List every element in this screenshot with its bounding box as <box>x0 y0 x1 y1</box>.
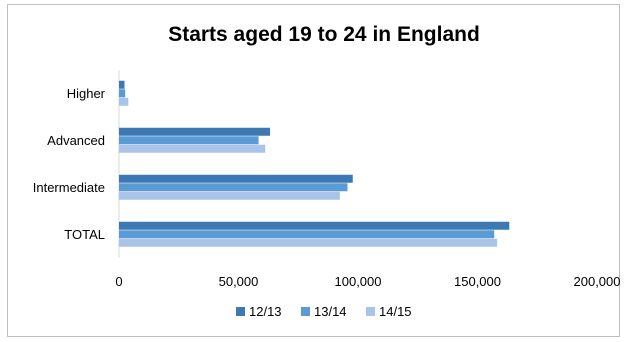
plot-area: Higher Advanced Intermediate TOTAL 0 50,000 10… <box>33 70 621 289</box>
legend-label: 14/15 <box>379 304 412 319</box>
legend-swatch <box>301 307 310 316</box>
legend: 12/13 13/14 14/15 <box>236 304 412 319</box>
x-tick-label: 100,000 <box>335 274 382 289</box>
legend-swatch <box>236 307 245 316</box>
bar-higher-13-14 <box>119 89 126 98</box>
bar-intermediate-13-14 <box>119 183 348 192</box>
chart-frame <box>7 4 620 337</box>
category-label: Advanced <box>47 133 105 148</box>
bar-total-14-15 <box>119 238 498 247</box>
category-label: TOTAL <box>64 227 105 242</box>
legend-label: 13/14 <box>314 304 347 319</box>
bar-total-13-14 <box>119 230 495 239</box>
bar-advanced-14-15 <box>119 144 266 153</box>
x-tick-label: 200,000 <box>574 274 621 289</box>
bar-advanced-13-14 <box>119 136 259 145</box>
x-tick-label: 150,000 <box>454 274 501 289</box>
chart-title: Starts aged 19 to 24 in England <box>168 23 480 46</box>
bar-higher-14-15 <box>119 97 129 106</box>
legend-label: 12/13 <box>249 304 282 319</box>
x-tick-label: 0 <box>115 274 122 289</box>
legend-swatch <box>366 307 375 316</box>
bar-intermediate-12-13 <box>119 174 353 183</box>
category-label: Higher <box>67 86 106 101</box>
bar-higher-12-13 <box>119 80 125 89</box>
bar-advanced-12-13 <box>119 127 271 136</box>
bar-intermediate-14-15 <box>119 191 340 200</box>
x-tick-label: 50,000 <box>219 274 259 289</box>
bar-total-12-13 <box>119 221 510 230</box>
category-label: Intermediate <box>33 180 105 195</box>
